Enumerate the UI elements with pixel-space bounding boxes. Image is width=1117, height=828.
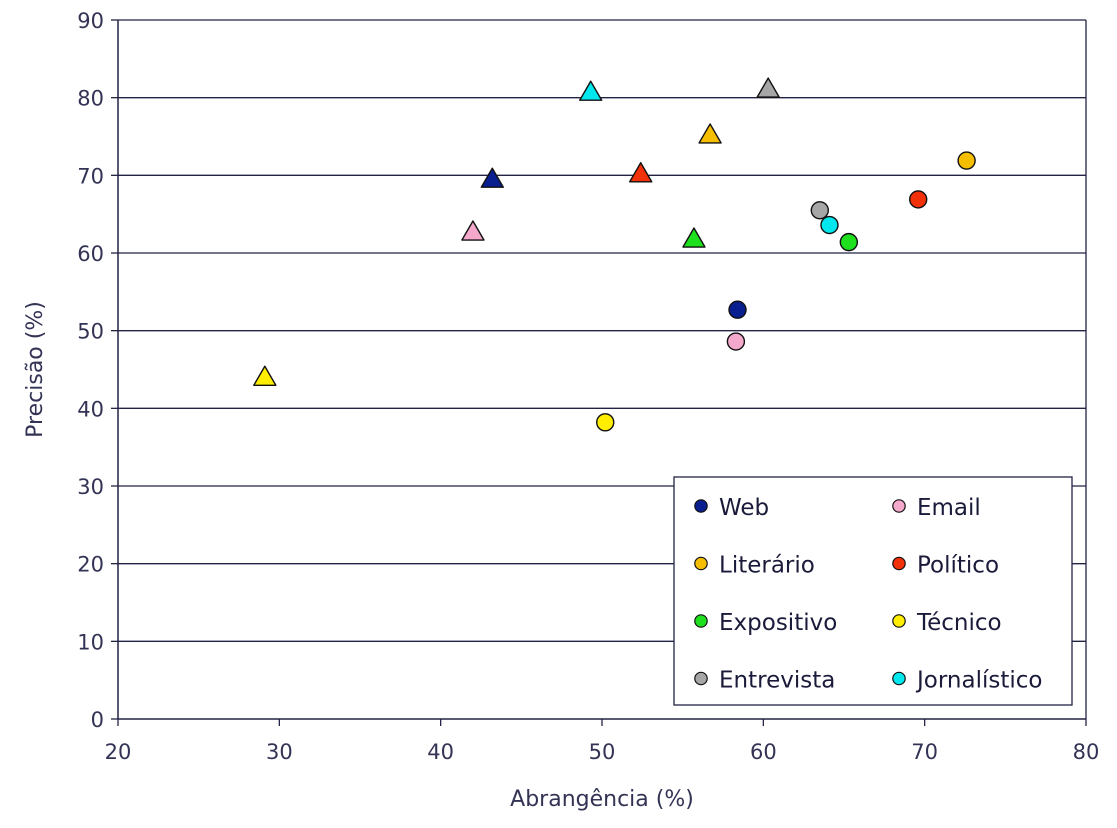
x-tick-label: 30 (266, 740, 293, 764)
data-point-circle (839, 232, 859, 252)
legend-marker (892, 614, 906, 628)
data-point-triangle (579, 80, 603, 101)
data-point-triangle (461, 220, 485, 241)
data-point-triangle (756, 77, 780, 98)
x-axis-title: Abrangência (%) (510, 787, 694, 812)
x-tick-label: 80 (1073, 740, 1100, 764)
legend-marker (694, 671, 708, 686)
data-point-triangle (480, 167, 504, 188)
legend-box (673, 476, 1073, 706)
y-tick-label: 30 (77, 475, 104, 499)
y-tick-label: 60 (77, 242, 104, 266)
data-point-triangle (629, 162, 653, 183)
legend-label: Literário (719, 553, 815, 579)
legend-label: Web (719, 495, 769, 521)
gridlines (118, 19, 1087, 719)
legend-marker (694, 556, 708, 571)
data-point-circle (909, 190, 928, 209)
data-point-circle (820, 215, 839, 235)
axes (111, 19, 1087, 726)
y-tick-label: 90 (77, 9, 104, 33)
legend-label: Expositivo (719, 610, 837, 636)
legend-marker (892, 556, 906, 571)
data-point-triangle (682, 227, 706, 248)
data-point-triangle (253, 365, 277, 386)
x-tick-labels: 20 30 40 50 60 70 80 (105, 740, 1100, 764)
legend-label: Político (917, 553, 999, 579)
legend-label: Técnico (916, 610, 1002, 636)
legend-marker (892, 499, 906, 513)
y-tick-label: 70 (77, 164, 104, 188)
x-tick-label: 50 (589, 740, 616, 764)
x-tick-label: 40 (427, 740, 454, 764)
x-tick-label: 70 (911, 740, 938, 764)
y-tick-label: 20 (77, 553, 104, 577)
legend-label: Entrevista (719, 668, 835, 694)
legend-marker (694, 499, 708, 513)
data-point-circle (596, 413, 615, 432)
legend-label: Jornalístico (915, 668, 1042, 694)
y-tick-label: 50 (77, 320, 104, 344)
data-point-triangle (698, 123, 722, 144)
legend-marker (892, 671, 906, 686)
data-points (253, 77, 976, 432)
legend-label: Email (917, 495, 981, 521)
legend: Web Email Literário Político Expositivo Técni… (673, 476, 1073, 706)
y-axis-title: Precisão (%) (23, 301, 48, 438)
data-point-circle (957, 151, 976, 170)
data-point-circle (810, 201, 829, 220)
legend-marker (694, 614, 708, 628)
y-tick-labels: 0 10 20 30 40 50 60 70 80 90 (77, 9, 104, 732)
y-tick-label: 0 (91, 708, 104, 732)
x-tick-label: 20 (105, 740, 132, 764)
data-point-circle (726, 332, 746, 351)
y-tick-label: 40 (77, 397, 104, 421)
y-tick-label: 80 (77, 87, 104, 111)
x-tick-label: 60 (750, 740, 777, 764)
y-tick-label: 10 (77, 630, 104, 654)
data-point-circle (728, 300, 747, 319)
